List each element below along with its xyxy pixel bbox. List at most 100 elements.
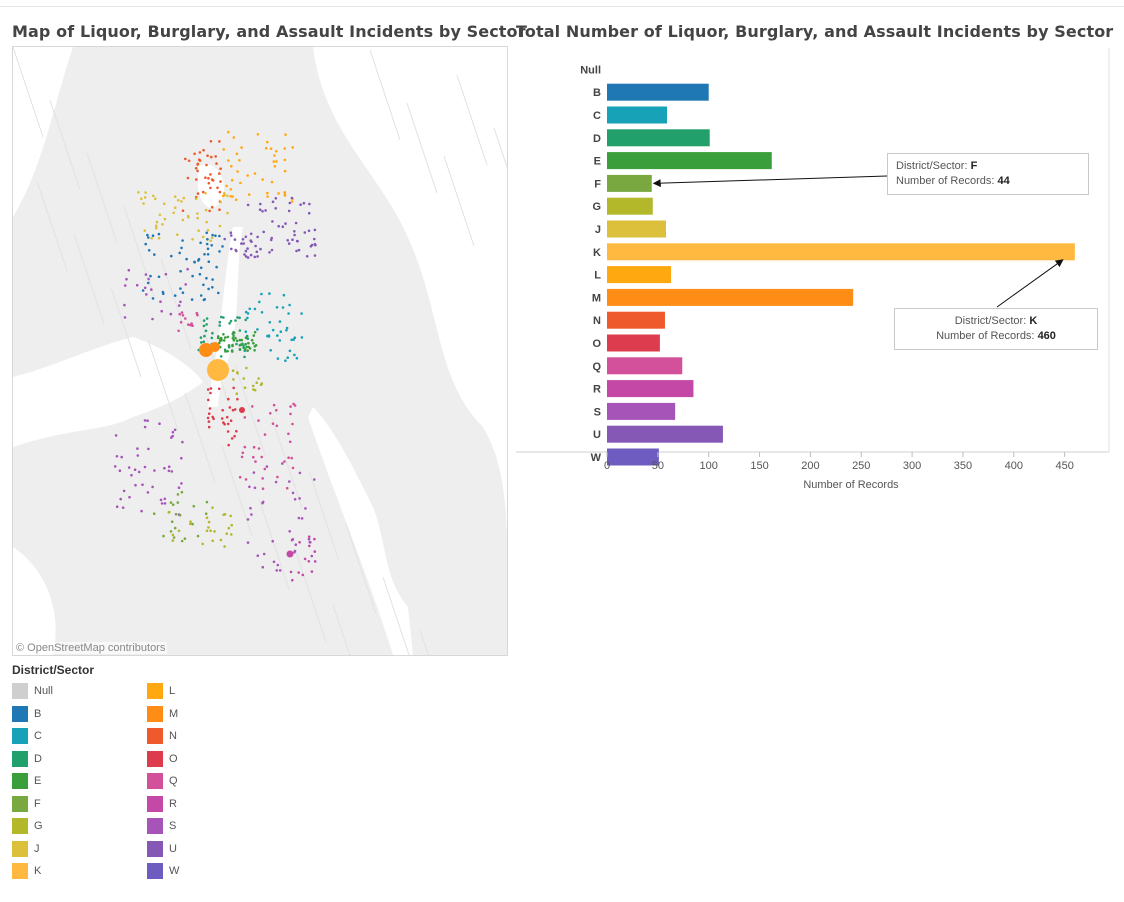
incident-point-e[interactable] xyxy=(232,334,235,338)
incident-point-b[interactable] xyxy=(141,289,145,292)
incident-point-f[interactable] xyxy=(176,501,180,504)
incident-point-l[interactable] xyxy=(277,192,280,195)
incident-point-g[interactable] xyxy=(255,381,258,385)
incident-point-b[interactable] xyxy=(185,257,188,261)
incident-point-e[interactable] xyxy=(217,335,220,338)
incident-point-n[interactable] xyxy=(218,208,221,211)
incident-point-g[interactable] xyxy=(209,529,212,532)
incident-point-n[interactable] xyxy=(208,209,211,213)
incident-point-u[interactable] xyxy=(284,222,287,225)
incident-point-l[interactable] xyxy=(253,172,257,175)
incident-point-b[interactable] xyxy=(147,236,150,239)
incident-point-c[interactable] xyxy=(275,306,279,309)
incident-point-s[interactable] xyxy=(167,465,171,469)
legend-item-g[interactable]: G xyxy=(12,818,43,834)
incident-point-s[interactable] xyxy=(181,440,184,444)
incident-point-u[interactable] xyxy=(313,228,317,232)
incident-point-g[interactable] xyxy=(201,542,204,546)
incident-point-o[interactable] xyxy=(207,398,210,402)
incident-point-b[interactable] xyxy=(146,233,149,237)
incident-point-o[interactable] xyxy=(225,415,229,419)
incident-point-n[interactable] xyxy=(210,205,214,209)
incident-point-u[interactable] xyxy=(240,242,243,245)
incident-point-u[interactable] xyxy=(230,234,233,237)
incident-point-f[interactable] xyxy=(169,530,173,533)
incident-point-j[interactable] xyxy=(226,211,229,215)
legend-item-c[interactable]: C xyxy=(12,728,42,744)
incident-point-s[interactable] xyxy=(293,549,297,553)
incident-point-q[interactable] xyxy=(257,419,260,422)
incident-point-j[interactable] xyxy=(209,239,212,242)
incident-point-o[interactable] xyxy=(239,407,245,413)
incident-point-e[interactable] xyxy=(238,347,242,351)
incident-point-d[interactable] xyxy=(220,315,223,319)
incident-point-o[interactable] xyxy=(232,386,235,390)
incident-point-d[interactable] xyxy=(199,336,203,339)
incident-point-b[interactable] xyxy=(151,234,155,237)
incident-point-o[interactable] xyxy=(206,388,210,391)
incident-point-q[interactable] xyxy=(241,451,245,455)
incident-point-j[interactable] xyxy=(142,202,145,205)
incident-point-f[interactable] xyxy=(172,536,176,539)
incident-point-b[interactable] xyxy=(178,251,181,255)
incident-point-j[interactable] xyxy=(201,235,205,239)
incident-point-l[interactable] xyxy=(273,165,277,168)
incident-point-u[interactable] xyxy=(305,255,309,258)
incident-point-s[interactable] xyxy=(179,300,182,304)
incident-point-l[interactable] xyxy=(235,152,239,156)
incident-point-u[interactable] xyxy=(277,224,281,228)
incident-point-n[interactable] xyxy=(195,178,198,181)
incident-point-r[interactable] xyxy=(289,570,293,574)
incident-point-j[interactable] xyxy=(154,224,158,227)
incident-point-f[interactable] xyxy=(176,493,180,496)
incident-point-l[interactable] xyxy=(275,160,278,163)
legend-item-f[interactable]: F xyxy=(12,795,41,812)
incident-point-s[interactable] xyxy=(123,284,127,287)
incident-point-s[interactable] xyxy=(145,293,148,296)
incident-point-s[interactable] xyxy=(122,489,126,493)
incident-point-l[interactable] xyxy=(236,170,239,173)
incident-point-f[interactable] xyxy=(183,537,187,540)
incident-point-s[interactable] xyxy=(186,267,189,271)
legend-item-s[interactable]: S xyxy=(147,818,176,834)
incident-point-u[interactable] xyxy=(274,207,278,210)
incident-point-l[interactable] xyxy=(283,191,287,194)
incident-point-j[interactable] xyxy=(186,214,190,218)
incident-point-u[interactable] xyxy=(246,247,249,250)
incident-point-e[interactable] xyxy=(219,336,223,340)
incident-point-s[interactable] xyxy=(256,554,260,557)
incident-point-u[interactable] xyxy=(242,242,245,245)
incident-point-n[interactable] xyxy=(205,163,208,167)
incident-point-j[interactable] xyxy=(143,229,147,232)
incident-point-q[interactable] xyxy=(243,416,247,419)
incident-point-f[interactable] xyxy=(180,539,184,543)
incident-point-s[interactable] xyxy=(300,517,304,520)
incident-point-e[interactable] xyxy=(253,349,256,352)
incident-point-e[interactable] xyxy=(245,345,248,349)
incident-point-u[interactable] xyxy=(249,253,253,257)
incident-point-e[interactable] xyxy=(222,333,225,336)
incident-point-c[interactable] xyxy=(278,320,282,323)
incident-point-d[interactable] xyxy=(205,323,208,326)
incident-point-u[interactable] xyxy=(261,210,264,213)
incident-point-j[interactable] xyxy=(143,196,147,199)
incident-point-c[interactable] xyxy=(246,316,249,320)
incident-point-s[interactable] xyxy=(123,316,127,319)
incident-point-s[interactable] xyxy=(144,273,148,276)
incident-point-g[interactable] xyxy=(213,530,216,533)
incident-point-b[interactable] xyxy=(190,298,194,301)
incident-point-s[interactable] xyxy=(278,569,282,572)
incident-point-u[interactable] xyxy=(297,248,301,252)
incident-point-b[interactable] xyxy=(179,269,182,273)
incident-point-b[interactable] xyxy=(147,249,151,252)
incident-point-d[interactable] xyxy=(218,324,221,327)
incident-point-l[interactable] xyxy=(227,159,230,162)
incident-point-c[interactable] xyxy=(244,310,248,314)
incident-point-d[interactable] xyxy=(229,319,233,323)
incident-point-j[interactable] xyxy=(161,223,164,226)
incident-point-u[interactable] xyxy=(308,202,311,206)
incident-point-q[interactable] xyxy=(257,447,261,450)
incident-point-u[interactable] xyxy=(303,231,307,234)
incident-point-r[interactable] xyxy=(307,535,311,538)
incident-point-b[interactable] xyxy=(218,250,221,253)
